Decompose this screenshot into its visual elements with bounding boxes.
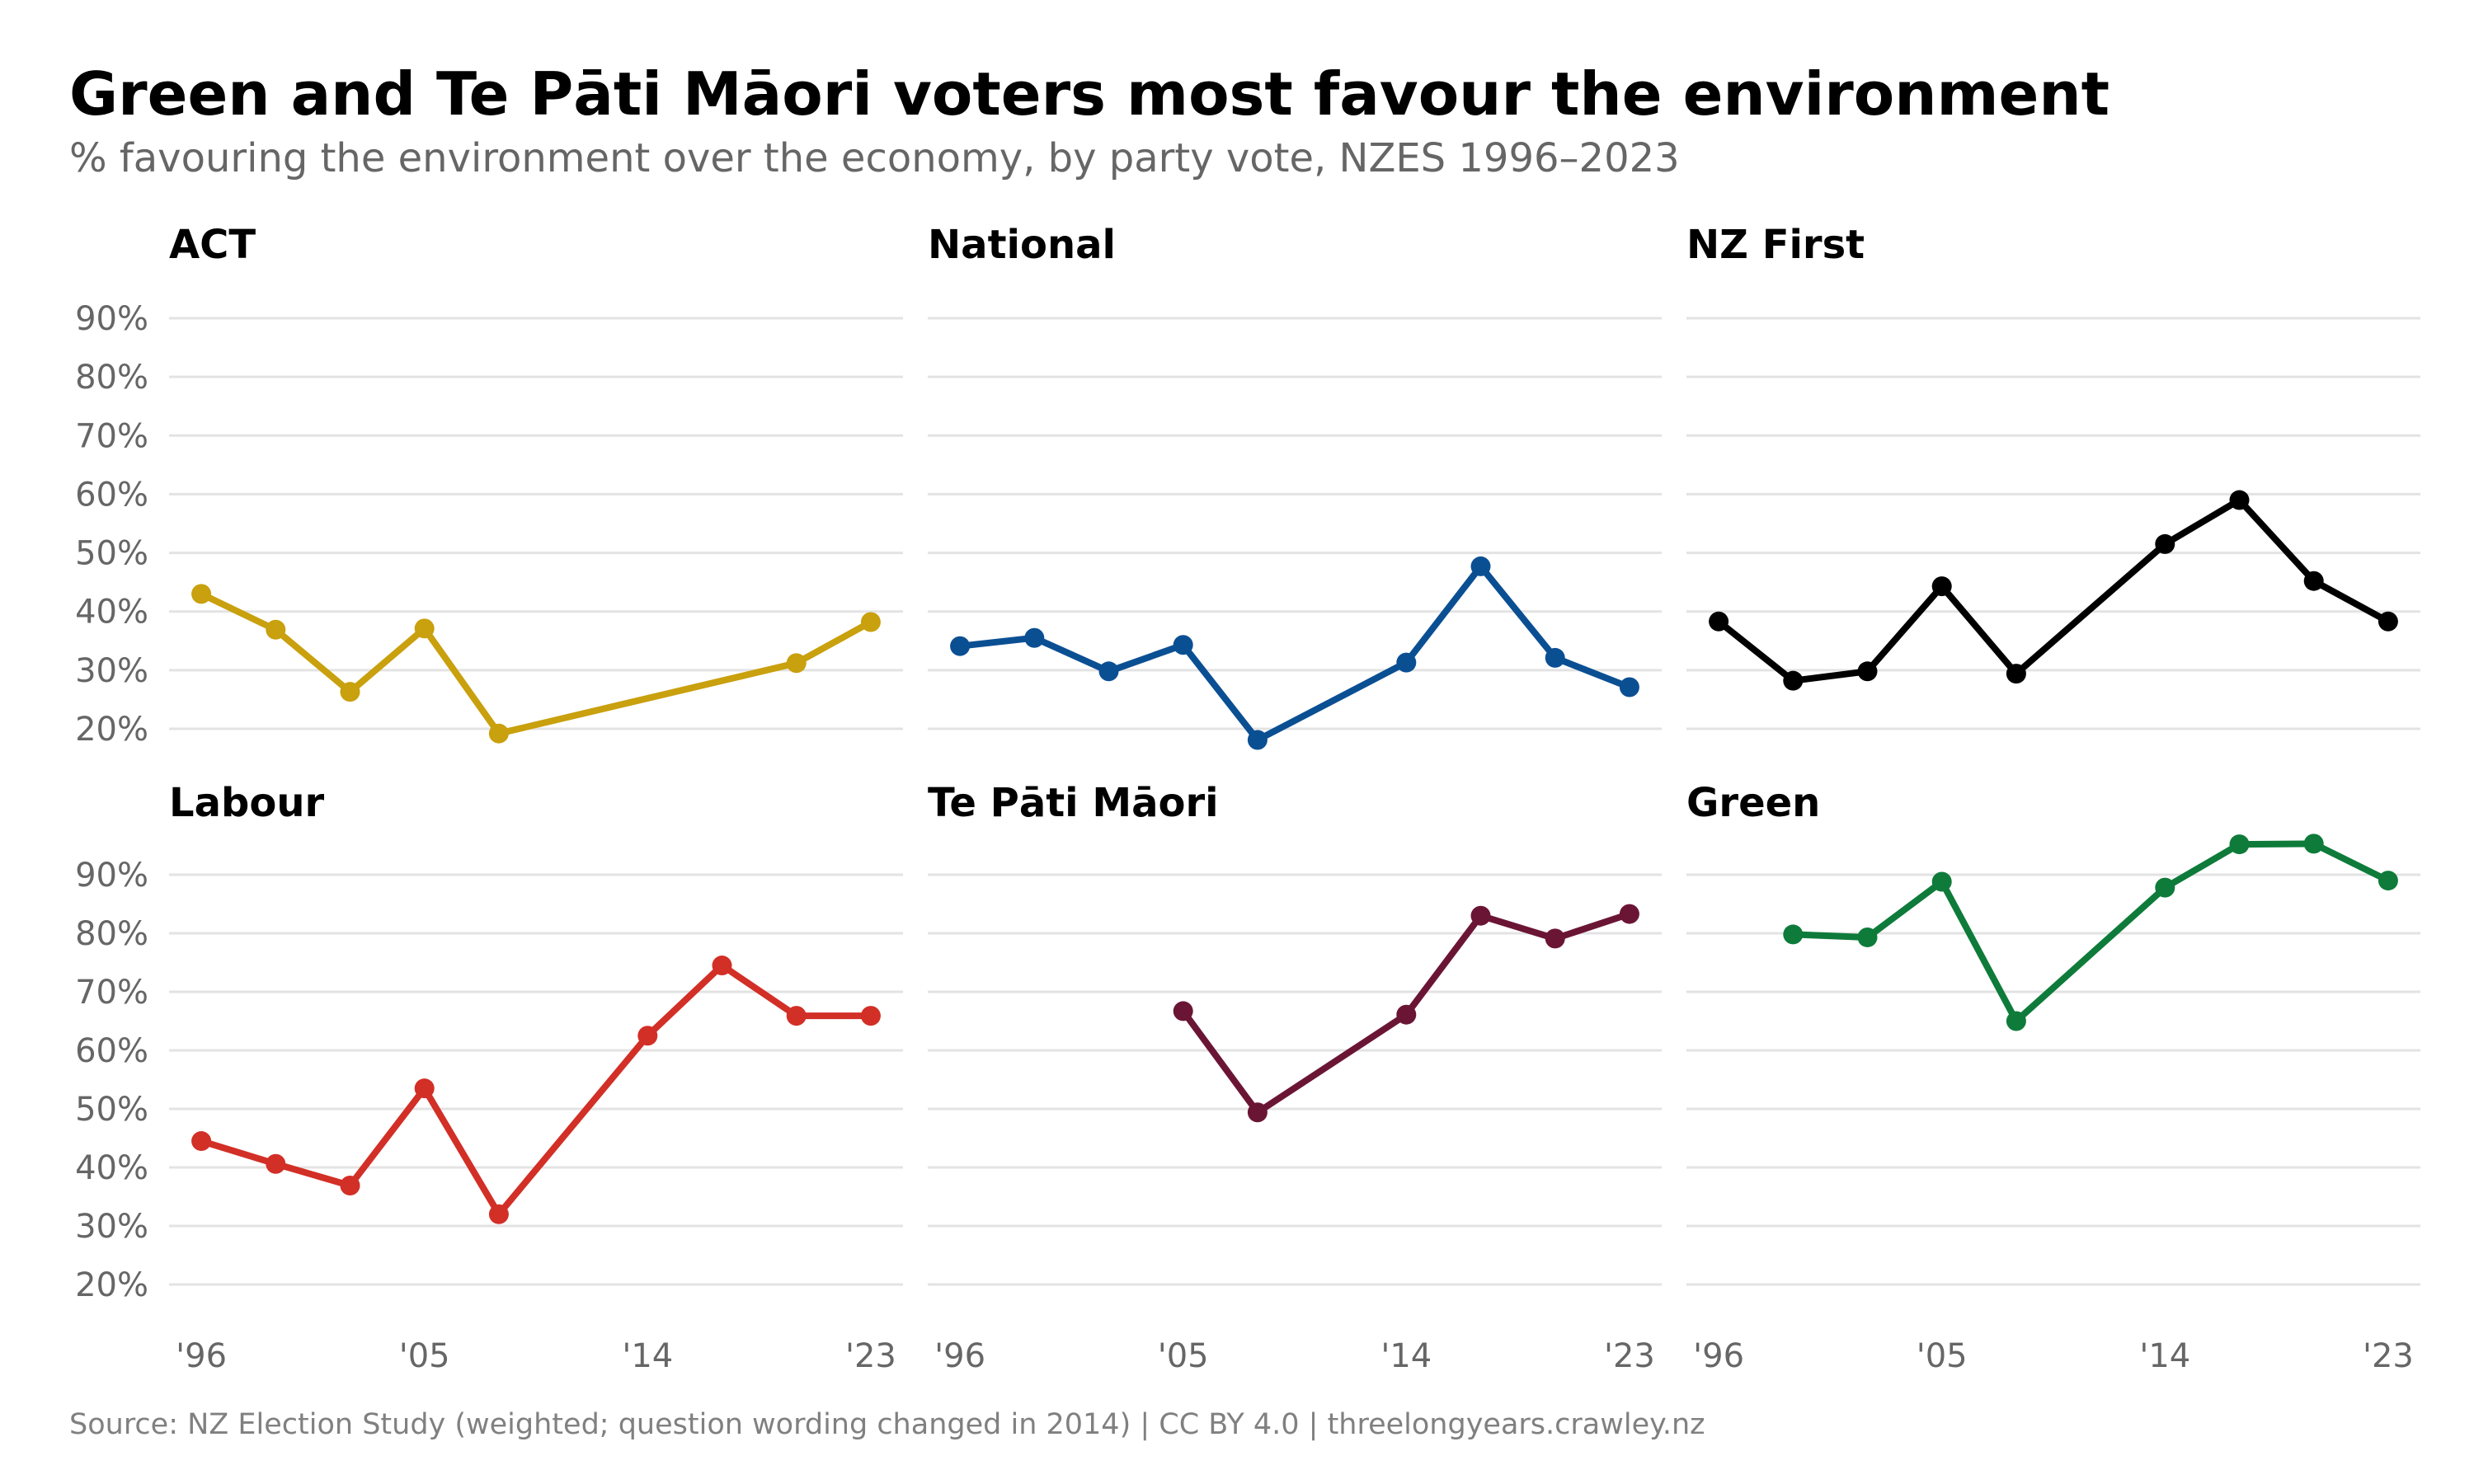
y-tick-label: 40% [75, 594, 148, 632]
panel-title-national: National [928, 222, 1116, 268]
x-tick-label: '23 [2363, 1337, 2414, 1375]
data-point-te-pati-maori [1619, 904, 1639, 924]
data-point-green [2303, 834, 2324, 854]
data-point-national [1173, 635, 1193, 655]
x-tick-label: '14 [2139, 1337, 2190, 1375]
y-tick-label: 60% [75, 1032, 148, 1070]
data-point-te-pati-maori [1545, 928, 1565, 949]
data-point-green [1931, 871, 1952, 892]
x-tick-label: '23 [845, 1337, 896, 1375]
data-point-national [950, 636, 971, 656]
data-point-act [414, 618, 435, 639]
data-point-green [2378, 871, 2398, 891]
data-point-national [1098, 661, 1119, 682]
data-point-national [1619, 677, 1639, 697]
panel-title-te-pati-maori: Te Pāti Māori [928, 780, 1219, 826]
data-point-nz-first [1857, 661, 1878, 682]
y-tick-label: 30% [75, 1208, 148, 1246]
x-tick-label: '23 [1604, 1337, 1655, 1375]
chart-subtitle: % favouring the environment over the eco… [69, 135, 1680, 181]
x-tick-label: '96 [934, 1337, 985, 1375]
y-tick-label: 40% [75, 1149, 148, 1187]
series-line-green [1790, 840, 2392, 1025]
data-point-te-pati-maori [1173, 1001, 1193, 1021]
data-point-labour [860, 1006, 881, 1026]
data-point-green [1783, 924, 1804, 945]
panel-title-green: Green [1686, 780, 1820, 826]
y-tick-label: 90% [75, 300, 148, 338]
data-point-act [191, 584, 212, 604]
series-line-nz-first [1715, 496, 2392, 684]
panel-title-act: ACT [169, 222, 256, 268]
data-point-national [1396, 652, 1417, 673]
x-tick-label: '14 [1380, 1337, 1432, 1375]
data-point-labour [637, 1026, 658, 1046]
y-tick-label: 20% [75, 1266, 148, 1304]
series-line-national [957, 562, 1633, 744]
x-tick-label: '96 [176, 1337, 227, 1375]
y-tick-label: 50% [75, 535, 148, 573]
x-tick-label: '96 [1693, 1337, 1744, 1375]
data-point-act [266, 619, 286, 640]
x-tick-label: '05 [1158, 1337, 1209, 1375]
y-tick-label: 30% [75, 652, 148, 690]
chart-title: Green and Te Pāti Māori voters most favo… [69, 59, 2110, 129]
y-tick-label: 20% [75, 711, 148, 749]
data-point-national [1470, 556, 1491, 576]
y-tick-label: 60% [75, 476, 148, 514]
data-point-green [2229, 834, 2250, 855]
y-tick-label: 70% [75, 974, 148, 1012]
data-point-act [786, 653, 807, 674]
data-point-green [2006, 1011, 2026, 1031]
data-point-act [488, 723, 509, 744]
data-point-te-pati-maori [1396, 1004, 1417, 1025]
data-point-act [860, 612, 881, 632]
data-point-labour [786, 1006, 807, 1026]
data-point-te-pati-maori [1247, 1102, 1268, 1123]
data-point-labour [266, 1153, 286, 1174]
data-point-labour [414, 1078, 435, 1099]
y-tick-label: 90% [75, 857, 148, 895]
data-point-nz-first [1931, 576, 1952, 597]
data-point-labour [488, 1204, 509, 1224]
y-tick-label: 70% [75, 417, 148, 455]
data-point-nz-first [2303, 571, 2324, 591]
data-point-nz-first [1709, 611, 1729, 632]
data-point-national [1247, 730, 1268, 750]
panel-title-nz-first: NZ First [1686, 222, 1865, 268]
data-point-te-pati-maori [1470, 905, 1491, 926]
data-point-national [1024, 627, 1045, 648]
data-point-green [1857, 927, 1878, 947]
x-tick-label: '05 [399, 1337, 450, 1375]
data-point-green [2155, 877, 2175, 898]
data-point-labour [191, 1131, 212, 1152]
series-line-act [198, 590, 874, 737]
series-line-labour [198, 962, 874, 1218]
y-tick-label: 80% [75, 915, 148, 953]
data-point-national [1545, 647, 1565, 668]
data-point-nz-first [2378, 611, 2398, 632]
y-tick-label: 80% [75, 359, 148, 397]
data-point-labour [340, 1176, 360, 1196]
data-point-labour [712, 956, 732, 976]
data-point-nz-first [2229, 490, 2250, 510]
data-point-nz-first [1783, 670, 1804, 691]
x-tick-label: '05 [1917, 1337, 1968, 1375]
source-note: Source: NZ Election Study (weighted; que… [69, 1408, 1705, 1441]
panel-title-labour: Labour [169, 780, 324, 826]
x-tick-label: '14 [622, 1337, 673, 1375]
data-point-nz-first [2006, 664, 2026, 684]
data-point-nz-first [2155, 533, 2175, 554]
series-line-te-pati-maori [1179, 910, 1633, 1116]
y-tick-label: 50% [75, 1091, 148, 1129]
data-point-act [340, 682, 360, 702]
